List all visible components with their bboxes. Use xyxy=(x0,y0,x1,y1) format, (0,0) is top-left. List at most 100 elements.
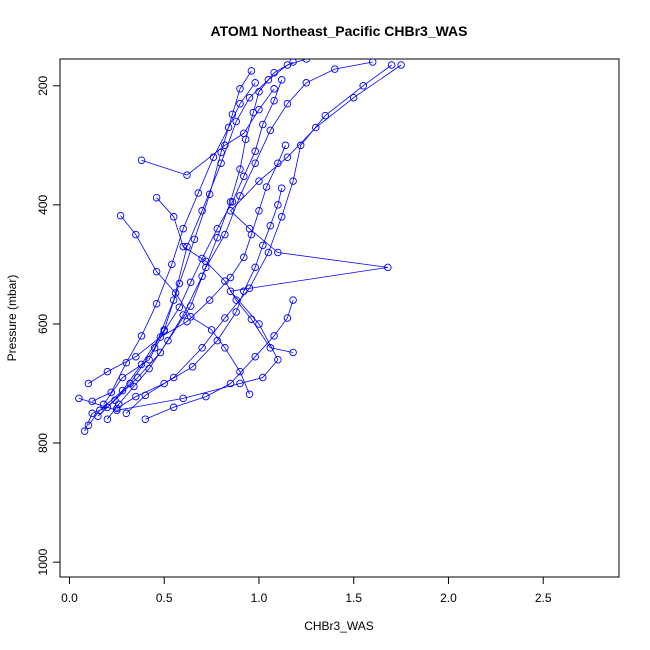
data-point xyxy=(156,348,165,357)
data-point xyxy=(281,141,290,150)
series-line xyxy=(120,215,250,395)
data-point xyxy=(169,296,178,304)
series-9 xyxy=(84,141,290,388)
plot-frame xyxy=(59,58,620,578)
data-point xyxy=(384,263,392,272)
series-line xyxy=(116,188,283,409)
data-point xyxy=(202,257,210,266)
data-point xyxy=(198,272,206,281)
data-point xyxy=(240,287,248,295)
data-point xyxy=(145,364,153,373)
data-point xyxy=(186,302,195,310)
data-point xyxy=(232,308,240,316)
data-point xyxy=(270,96,278,105)
data-point xyxy=(205,190,214,198)
data-point xyxy=(228,198,237,206)
data-point xyxy=(132,352,140,361)
data-point xyxy=(84,379,93,388)
data-point xyxy=(245,390,254,398)
data-point xyxy=(270,68,278,77)
data-point xyxy=(194,189,203,197)
data-point xyxy=(145,355,153,364)
data-point xyxy=(137,360,146,369)
data-point xyxy=(247,67,256,75)
data-point xyxy=(289,59,297,66)
x-tick-label: 0.5 xyxy=(156,591,173,605)
series-2 xyxy=(84,67,256,429)
data-point xyxy=(247,315,256,323)
series-line xyxy=(103,79,283,405)
data-point xyxy=(296,141,305,150)
series-12 xyxy=(137,85,278,179)
data-point xyxy=(99,400,108,409)
data-point xyxy=(118,386,127,395)
series-line xyxy=(84,59,307,432)
data-point xyxy=(224,123,233,132)
data-point xyxy=(289,296,297,304)
data-point xyxy=(302,79,311,87)
data-point xyxy=(103,367,112,376)
data-point xyxy=(160,327,168,335)
data-point xyxy=(213,233,222,242)
data-point xyxy=(251,79,259,87)
x-tick-label: 2.5 xyxy=(535,591,552,605)
data-point xyxy=(283,314,292,322)
data-point xyxy=(160,379,168,388)
data-point xyxy=(113,406,121,415)
y-axis-label: Pressure (mbar) xyxy=(5,275,19,362)
data-point xyxy=(255,177,263,185)
data-point xyxy=(240,172,248,181)
series-line xyxy=(156,197,294,353)
data-point xyxy=(274,201,282,209)
series-line xyxy=(88,70,252,426)
data-point xyxy=(169,403,178,412)
series-layer xyxy=(75,59,405,435)
data-point xyxy=(270,332,278,340)
data-point xyxy=(240,129,248,138)
data-point xyxy=(188,363,197,371)
y-tick-label: 800 xyxy=(36,433,50,453)
data-point xyxy=(198,207,206,215)
data-point xyxy=(226,287,235,295)
series-line xyxy=(92,82,256,402)
data-point xyxy=(107,388,115,397)
data-point xyxy=(302,59,311,63)
data-point xyxy=(171,289,180,297)
x-tick-label: 0.0 xyxy=(61,591,78,605)
data-point xyxy=(270,85,278,93)
data-point xyxy=(130,382,138,391)
chart-title: ATOM1 Northeast_Pacific CHBr3_WAS xyxy=(211,23,468,39)
data-point xyxy=(236,99,244,108)
data-point xyxy=(274,248,282,257)
data-point xyxy=(137,156,146,164)
data-point xyxy=(251,263,259,272)
x-tick-label: 1.0 xyxy=(251,591,268,605)
data-point xyxy=(289,348,297,357)
data-point xyxy=(236,379,244,388)
data-point xyxy=(264,248,273,257)
data-point xyxy=(245,93,254,102)
series-line xyxy=(141,88,275,176)
series-8 xyxy=(99,76,286,409)
series-line xyxy=(107,61,373,420)
data-point xyxy=(179,311,187,319)
data-point xyxy=(179,242,187,251)
data-point xyxy=(240,253,248,262)
data-point xyxy=(283,153,292,161)
data-point xyxy=(84,421,93,429)
data-point xyxy=(152,267,161,276)
data-point xyxy=(277,76,286,84)
data-point xyxy=(251,159,259,167)
x-tick-label: 1.5 xyxy=(345,591,362,605)
data-point xyxy=(133,373,142,382)
data-point xyxy=(277,184,286,192)
data-point xyxy=(255,207,263,215)
y-tick-label: 600 xyxy=(36,314,50,334)
data-point xyxy=(236,367,244,376)
series-4 xyxy=(103,59,377,423)
x-tick-label: 2.0 xyxy=(440,591,457,605)
data-point xyxy=(103,415,112,423)
data-point xyxy=(221,314,229,322)
series-line xyxy=(88,145,286,384)
